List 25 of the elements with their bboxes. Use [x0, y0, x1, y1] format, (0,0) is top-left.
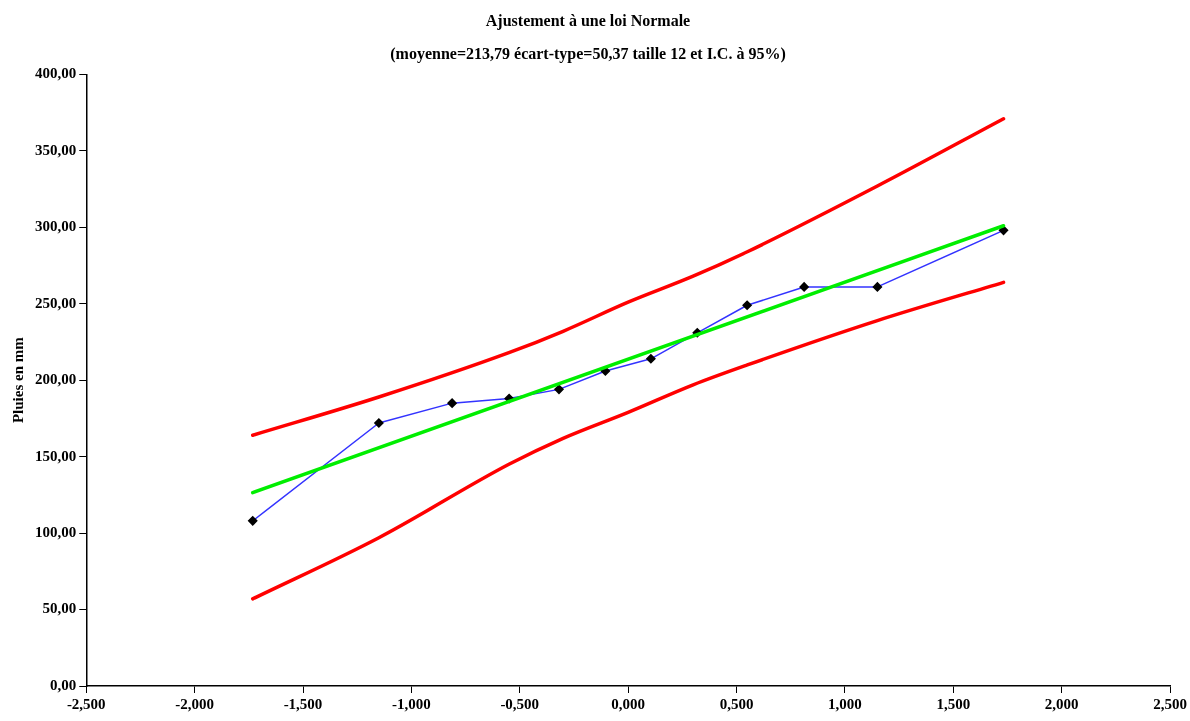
y-axis-title: Pluies en mm — [9, 336, 26, 424]
x-tick-label: 1,000 — [828, 695, 862, 712]
x-tick-label: 1,500 — [936, 695, 971, 712]
y-tick-label: 200,00 — [35, 371, 77, 388]
chart-title: Ajustement à une loi Normale — [485, 11, 691, 30]
line-series — [250, 116, 1006, 437]
y-tick-label: 300,00 — [35, 218, 77, 235]
x-tick-label: 2,000 — [1044, 695, 1079, 712]
y-tick-label: 0,00 — [50, 676, 77, 693]
x-tick-label: 0,500 — [719, 695, 754, 712]
x-tick-label: -0,500 — [500, 695, 540, 712]
y-tick-label: 150,00 — [35, 447, 77, 464]
y-tick-label: 100,00 — [35, 523, 77, 540]
y-tick-label: 250,00 — [35, 294, 77, 311]
y-tick-label: 350,00 — [35, 141, 77, 158]
x-tick-label: -2,000 — [175, 695, 214, 712]
x-tick-label: -1,000 — [392, 695, 431, 712]
y-tick-label: 50,00 — [42, 600, 77, 617]
chart-subtitle: (moyenne=213,79 écart-type=50,37 taille 12 et I.C. à 95%) — [390, 44, 786, 63]
y-tick-label: 400,00 — [35, 65, 77, 82]
x-tick-label: 2,500 — [1153, 695, 1187, 712]
x-tick-label: -1,500 — [283, 695, 323, 712]
line-series — [250, 280, 1006, 601]
x-tick-label: 0,000 — [611, 695, 645, 712]
x-tick-label: -2,500 — [66, 695, 106, 712]
